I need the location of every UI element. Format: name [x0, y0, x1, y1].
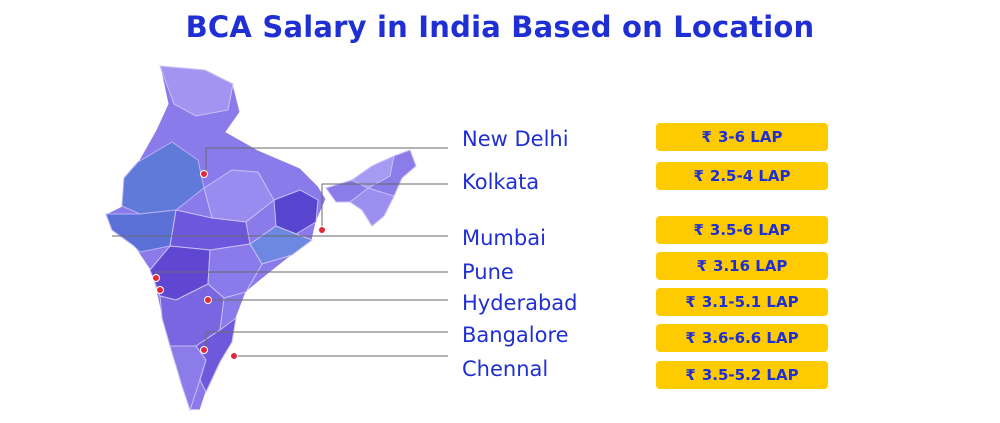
rupee-symbol: ₹ — [685, 329, 696, 347]
rupee-symbol: ₹ — [685, 366, 696, 384]
marker-hyderabad — [204, 296, 212, 304]
marker-bangalore — [200, 346, 208, 354]
salary-badge-kolkata: ₹2.5-4 LAP — [656, 162, 828, 190]
leader-line-new-delhi — [205, 147, 448, 172]
marker-mumbai — [152, 274, 160, 282]
salary-value: 3.6-6.6 LAP — [701, 329, 799, 347]
salary-value: 3.5-6 LAP — [709, 221, 791, 239]
salary-badge-chennai: ₹3.5-5.2 LAP — [656, 361, 828, 389]
page-title: BCA Salary in India Based on Location — [185, 10, 815, 44]
salary-badge-bangalore: ₹3.6-6.6 LAP — [656, 324, 828, 352]
salary-badge-hyderabad: ₹3.1-5.1 LAP — [656, 288, 828, 316]
city-label-new-delhi: New Delhi — [462, 127, 569, 151]
city-label-pune: Pune — [462, 260, 514, 284]
salary-value: 2.5-4 LAP — [709, 167, 791, 185]
marker-kolkata — [318, 226, 326, 234]
salary-value: 3.16 LAP — [713, 257, 788, 275]
marker-chennai — [230, 352, 238, 360]
salary-badge-new-delhi: ₹3-6 LAP — [656, 123, 828, 151]
marker-pune — [156, 286, 164, 294]
salary-value: 3.5-5.2 LAP — [701, 366, 799, 384]
salary-value: 3-6 LAP — [717, 128, 783, 146]
salary-badge-pune: ₹3.16 LAP — [656, 252, 828, 280]
rupee-symbol: ₹ — [685, 293, 696, 311]
salary-value: 3.1-5.1 LAP — [701, 293, 799, 311]
marker-new-delhi — [200, 170, 208, 178]
leader-line-bangalore — [205, 331, 448, 348]
city-label-mumbai: Mumbai — [462, 226, 546, 250]
rupee-symbol: ₹ — [701, 128, 712, 146]
rupee-symbol: ₹ — [693, 167, 704, 185]
salary-badge-mumbai: ₹3.5-6 LAP — [656, 216, 828, 244]
rupee-symbol: ₹ — [696, 257, 708, 275]
leader-line-kolkata — [321, 183, 448, 228]
city-label-chennai: Chennal — [462, 357, 549, 381]
city-label-hyderabad: Hyderabad — [462, 291, 578, 315]
rupee-symbol: ₹ — [693, 221, 704, 239]
city-label-bangalore: Bangalore — [462, 323, 569, 347]
city-label-kolkata: Kolkata — [462, 170, 540, 194]
